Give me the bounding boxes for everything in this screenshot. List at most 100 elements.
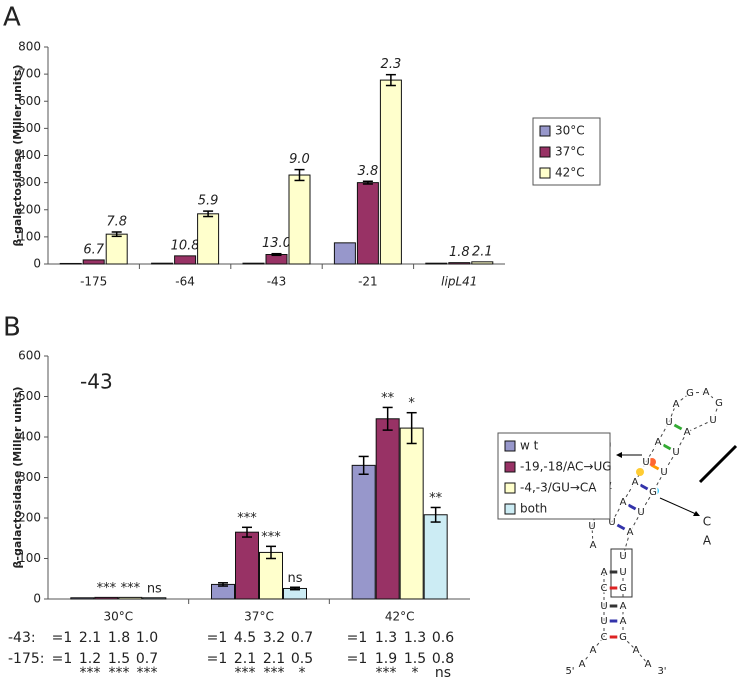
bar <box>379 79 402 265</box>
nucleotide: A <box>620 616 627 627</box>
nucleotide: U <box>608 517 615 528</box>
nucleotide: U <box>660 467 667 478</box>
bar <box>82 259 105 265</box>
y-axis-label: β-galactosidase (Miller units) <box>11 387 24 569</box>
bar-annotation: *** <box>97 581 117 596</box>
legend-swatch <box>539 167 551 179</box>
significance: *** <box>376 665 397 681</box>
bar <box>94 596 119 600</box>
backbone <box>592 636 605 651</box>
bar-annotation: ** <box>381 391 395 406</box>
significance: *** <box>137 665 158 681</box>
backbone <box>622 531 631 557</box>
backbone <box>611 501 624 523</box>
nucleotide: A <box>579 659 586 670</box>
significance: * <box>412 665 419 681</box>
backbone <box>663 451 677 473</box>
nucleotide: U <box>672 447 679 458</box>
bar-annotation: 2.1 <box>472 244 493 259</box>
annotation: -43 <box>80 370 113 394</box>
bar <box>70 597 95 600</box>
y-tick-label: 400 <box>18 148 41 162</box>
table-cell: 1.3 <box>375 630 397 646</box>
legend-label: both <box>520 502 547 516</box>
y-tick-label: 400 <box>18 430 41 444</box>
table-cell: =1 <box>52 630 73 646</box>
error-bar <box>266 545 276 560</box>
mutation-site <box>648 458 656 466</box>
table-cell: 0.7 <box>136 651 158 667</box>
base-pair <box>673 423 683 431</box>
table-cell: 1.8 <box>108 630 130 646</box>
y-tick-label: 800 <box>18 40 41 54</box>
error-bar <box>203 210 214 218</box>
bar-annotation: ns <box>287 571 302 586</box>
y-tick-label: 600 <box>18 349 41 363</box>
x-tick-label: -21 <box>358 275 378 289</box>
table-cell: 2.1 <box>263 651 285 667</box>
bar <box>423 514 448 600</box>
nucleotide: U <box>619 551 626 562</box>
table-cell: 1.0 <box>136 630 158 646</box>
significance: *** <box>235 665 256 681</box>
error-bar <box>294 168 305 182</box>
error-bar <box>382 406 393 431</box>
row-label: -175: <box>8 651 45 667</box>
y-tick-label: 0 <box>33 592 41 606</box>
bar-annotation: 3.8 <box>358 164 379 179</box>
x-tick-label: 37°C <box>244 610 274 624</box>
significance: * <box>299 665 306 681</box>
bar-annotation: * <box>408 396 415 411</box>
significance: *** <box>109 665 130 681</box>
bar <box>351 464 376 600</box>
significance: *** <box>264 665 285 681</box>
bar <box>174 255 197 265</box>
nucleotide: U <box>588 521 595 532</box>
bar-annotation: *** <box>237 511 257 526</box>
table-cell: 1.2 <box>79 651 101 667</box>
panel-label: B <box>3 313 21 343</box>
rna-diagram: AACUUCAAUAUAAUAUAGAGUAUUGUAUUGAAGAA-215'… <box>565 386 738 677</box>
error-bar <box>290 586 300 591</box>
legend-swatch <box>504 461 516 473</box>
legend-swatch <box>539 125 551 137</box>
table-cell: 1.5 <box>404 651 426 667</box>
nucleotide: U <box>600 616 607 627</box>
table-cell: =1 <box>52 651 73 667</box>
x-tick-label: lipL41 <box>441 275 477 289</box>
error-bar <box>242 526 252 538</box>
bar-annotation: ns <box>147 581 162 596</box>
y-tick-label: 600 <box>18 94 41 108</box>
bar-annotation: 2.3 <box>381 57 402 72</box>
bar <box>375 418 400 600</box>
nucleotide: U <box>642 457 649 468</box>
nucleotide: G <box>649 487 657 498</box>
table-cell: 2.1 <box>234 651 256 667</box>
backbone <box>581 649 594 665</box>
error-bar <box>218 582 228 587</box>
nucleotide: G <box>619 583 627 594</box>
table-cell: 2.1 <box>79 630 101 646</box>
bar-annotation: 6.7 <box>83 242 104 257</box>
table-cell: 1.3 <box>404 630 426 646</box>
backbone <box>645 441 659 463</box>
nucleotide: A <box>673 399 680 410</box>
bar-annotation: 7.8 <box>106 214 127 229</box>
x-tick-label: -64 <box>175 275 195 289</box>
table-cell: 3.2 <box>263 630 285 646</box>
base-pair <box>627 503 637 511</box>
bar-annotation: 1.8 <box>449 245 470 260</box>
three-prime: 3' <box>657 666 666 677</box>
nucleotide: U <box>709 415 716 426</box>
nucleotide: C <box>601 632 608 643</box>
bar <box>235 531 259 600</box>
nucleotide: G <box>619 632 627 643</box>
nucleotide: G <box>686 388 694 399</box>
table-cell: 1.5 <box>108 651 130 667</box>
bar <box>288 174 311 265</box>
table-cell: =1 <box>207 651 228 667</box>
bar <box>142 597 167 600</box>
nucleotide: A <box>620 601 627 612</box>
legend-label: 30°C <box>555 124 585 138</box>
backbone <box>657 421 670 443</box>
